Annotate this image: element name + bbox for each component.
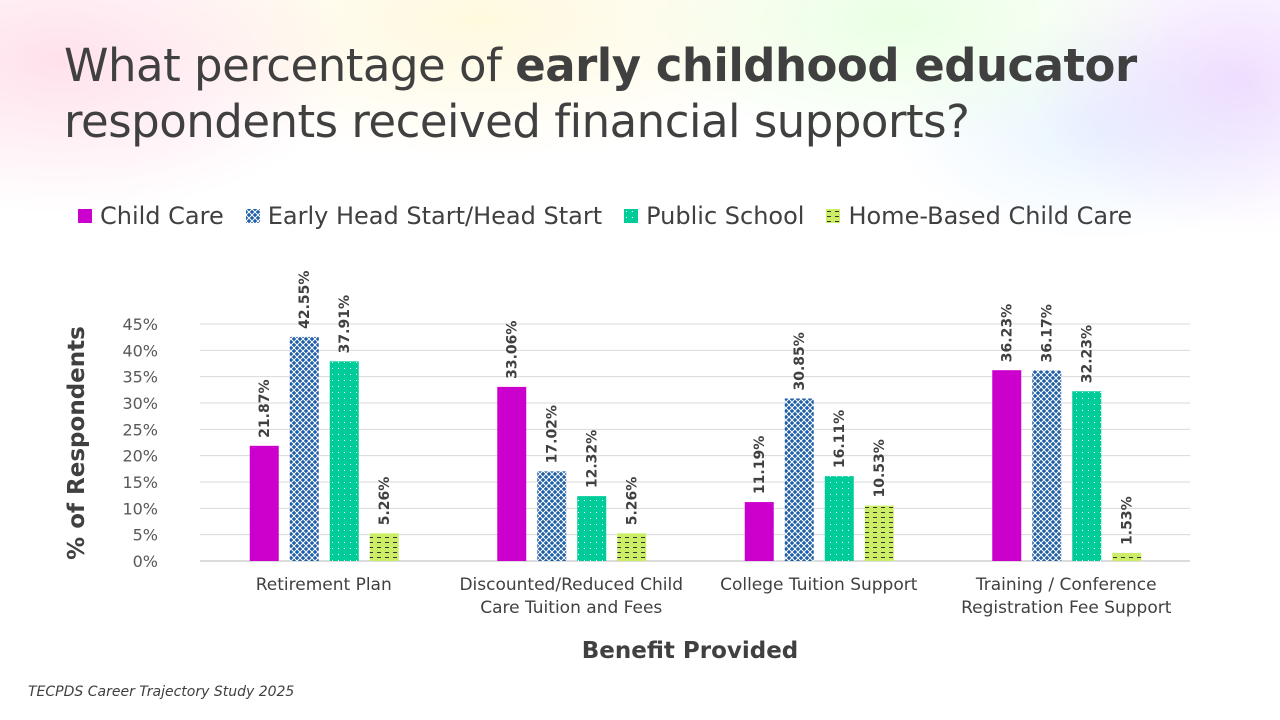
legend-label: Public School	[646, 202, 805, 230]
y-tick-label: 30%	[122, 394, 158, 413]
legend-item: Early Head Start/Head Start	[245, 202, 603, 230]
data-label: 36.23%	[1000, 304, 1016, 362]
title-text-line2: respondents received financial supports?	[64, 95, 970, 148]
bar	[369, 533, 399, 561]
data-label: 32.23%	[1080, 325, 1096, 383]
x-tick-label: Training / Conference	[975, 575, 1157, 595]
legend-swatch	[245, 209, 260, 223]
y-tick-label: 5%	[133, 526, 158, 545]
data-label: 42.55%	[297, 271, 313, 329]
data-label: 1.53%	[1120, 496, 1136, 545]
bar	[864, 505, 894, 561]
bar	[1112, 552, 1142, 561]
x-tick-label: Discounted/Reduced Child	[459, 575, 683, 595]
title-bold-text: early childhood educator	[515, 39, 1137, 92]
y-tick-label: 20%	[122, 447, 158, 466]
legend-swatch	[78, 209, 92, 223]
title-text: What percentage of	[64, 39, 516, 92]
data-label: 21.87%	[257, 380, 273, 438]
bar	[249, 445, 279, 561]
data-label: 37.91%	[337, 295, 353, 353]
y-tick-label: 10%	[122, 499, 158, 518]
data-label: 12.32%	[585, 430, 601, 488]
data-label: 30.85%	[792, 332, 808, 390]
bar	[744, 502, 774, 561]
bar	[577, 496, 607, 561]
chart-legend: Child Care Early Head Start/Head Start Pub…	[78, 202, 1132, 230]
bar	[784, 398, 814, 561]
legend-label: Home-Based Child Care	[848, 202, 1133, 230]
data-label: 10.53%	[872, 439, 888, 497]
source-note: TECPDS Career Trajectory Study 2025	[28, 684, 295, 700]
y-tick-label: 40%	[122, 341, 158, 360]
bar	[497, 386, 527, 561]
bar	[617, 533, 647, 561]
data-label: 33.06%	[505, 321, 521, 379]
data-label: 17.02%	[545, 405, 561, 463]
slide-title: What percentage of early childhood educa…	[64, 38, 1137, 150]
x-tick-label: College Tuition Support	[720, 575, 918, 595]
x-tick-label: Retirement Plan	[256, 575, 392, 595]
x-tick-label: Registration Fee Support	[961, 598, 1172, 618]
x-tick-label: Care Tuition and Fees	[480, 598, 662, 618]
bar	[537, 471, 567, 561]
y-tick-label: 0%	[133, 552, 158, 571]
legend-item: Child Care	[78, 202, 224, 230]
bar	[289, 336, 319, 561]
y-axis-title: % of Respondents	[64, 326, 90, 560]
legend-label: Child Care	[100, 202, 224, 230]
data-label: 11.19%	[752, 436, 768, 494]
y-tick-label: 15%	[122, 473, 158, 492]
legend-item: Public School	[624, 202, 804, 230]
y-tick-label: 35%	[122, 368, 158, 387]
legend-swatch	[624, 209, 639, 223]
bar	[824, 476, 854, 561]
bar	[992, 370, 1022, 561]
bar	[1032, 370, 1062, 561]
data-label: 5.26%	[625, 477, 641, 526]
bar	[329, 361, 359, 561]
data-label: 5.26%	[377, 477, 393, 526]
data-label: 16.11%	[832, 410, 848, 468]
bar	[1072, 391, 1102, 561]
legend-swatch	[826, 209, 841, 223]
data-label: 36.17%	[1040, 304, 1056, 362]
x-axis-title: Benefit Provided	[582, 638, 799, 664]
legend-label: Early Head Start/Head Start	[267, 202, 603, 230]
legend-item: Home-Based Child Care	[826, 202, 1132, 230]
y-tick-label: 45%	[122, 315, 158, 334]
y-tick-label: 25%	[122, 420, 158, 439]
